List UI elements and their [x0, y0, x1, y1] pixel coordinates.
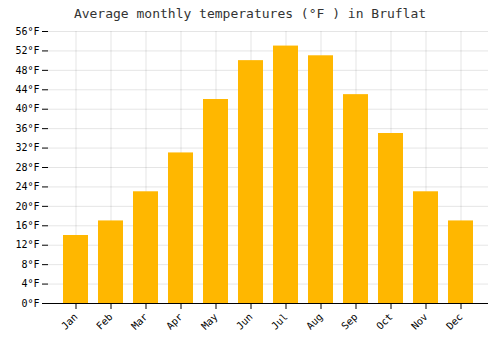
- svg-text:12°F: 12°F: [15, 239, 39, 250]
- svg-text:Jul: Jul: [269, 311, 290, 332]
- svg-text:28°F: 28°F: [15, 162, 39, 173]
- svg-text:24°F: 24°F: [15, 181, 39, 192]
- svg-text:4°F: 4°F: [21, 278, 39, 289]
- svg-text:20°F: 20°F: [15, 201, 39, 212]
- svg-text:Apr: Apr: [164, 311, 185, 332]
- svg-text:40°F: 40°F: [15, 103, 39, 114]
- svg-text:Mar: Mar: [129, 311, 150, 332]
- html-text:Average monthly temperatures (: Average monthly temperatures (°F ) in Br…: [73, 6, 427, 21]
- svg-text:May: May: [199, 311, 220, 332]
- svg-text:16°F: 16°F: [15, 220, 39, 231]
- svg-text:Sep: Sep: [339, 311, 360, 332]
- svg-text:Dec: Dec: [444, 311, 465, 332]
- svg-text:Feb: Feb: [94, 311, 115, 332]
- svg-text:36°F: 36°F: [15, 123, 39, 134]
- svg-text:Oct: Oct: [374, 311, 395, 332]
- svg-text:32°F: 32°F: [15, 142, 39, 153]
- svg-text:Aug: Aug: [304, 311, 325, 332]
- svg-text:Nov: Nov: [409, 311, 430, 332]
- svg-text:44°F: 44°F: [15, 84, 39, 95]
- svg-text:Jun: Jun: [234, 311, 255, 332]
- svg-text:52°F: 52°F: [15, 45, 39, 56]
- svg-text:48°F: 48°F: [15, 65, 39, 76]
- svg-text:Jan: Jan: [59, 311, 80, 332]
- svg-text:8°F: 8°F: [21, 259, 39, 270]
- svg-text:56°F: 56°F: [15, 26, 39, 37]
- svg-text:0°F: 0°F: [21, 298, 39, 309]
